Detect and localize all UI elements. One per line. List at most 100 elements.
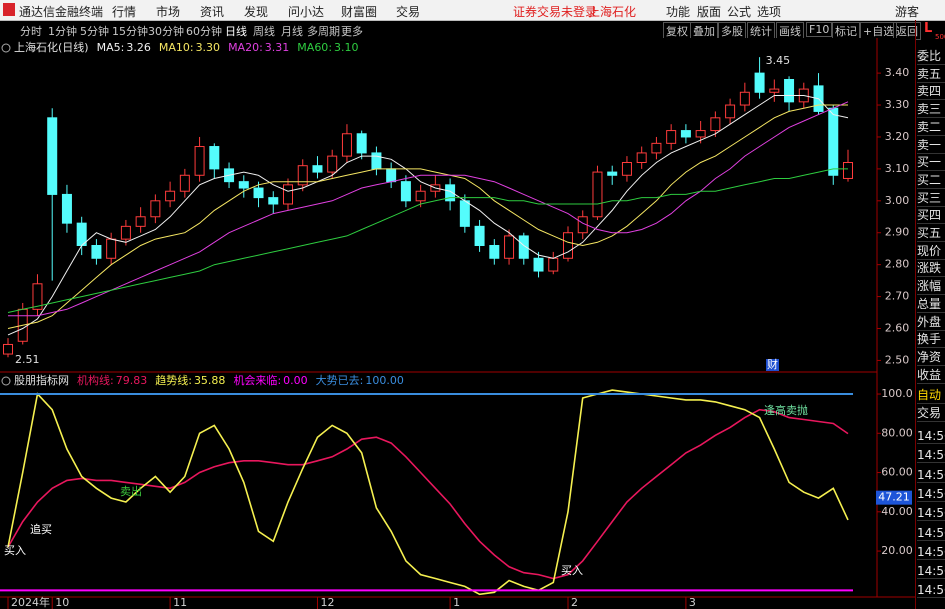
candle-body: [636, 152, 647, 164]
annotation: 逢高卖抛: [764, 403, 808, 417]
menu-item[interactable]: 发现: [244, 5, 269, 19]
menu-item[interactable]: 资讯: [200, 5, 225, 19]
candle-body: [356, 133, 367, 154]
event-box: [766, 359, 779, 371]
legend-name: 趋势线: [155, 373, 188, 387]
tool-button[interactable]: F10: [806, 22, 833, 37]
series-line: [7, 104, 848, 329]
menu-item[interactable]: 行情: [112, 5, 137, 19]
menu-item[interactable]: 财富圈: [341, 5, 378, 19]
quote-row: 卖四: [917, 82, 945, 101]
menu-item[interactable]: 问小达: [288, 5, 325, 19]
menu-item[interactable]: 选项: [757, 5, 782, 19]
candle-body: [371, 152, 382, 170]
legend-value: 3.30: [196, 41, 221, 54]
candle-body: [135, 216, 146, 227]
x-tick-label: 3: [689, 596, 696, 609]
candle-body: [695, 130, 706, 138]
user[interactable]: 游客: [895, 5, 920, 19]
menu-item[interactable]: 版面: [697, 5, 722, 19]
period-button[interactable]: 60分钟: [186, 25, 222, 38]
quote-row: 买一: [917, 153, 945, 172]
candle-body: [194, 146, 205, 176]
legend-value: 3.26: [126, 41, 151, 54]
candle-body: [489, 245, 500, 259]
candle-body: [386, 168, 397, 183]
candle-body: [459, 200, 470, 227]
legend-value: 3.10: [334, 41, 359, 54]
candle-body: [592, 171, 603, 218]
period-button[interactable]: 月线: [281, 25, 303, 38]
candle-body: [47, 117, 58, 195]
quote-row: 换手: [917, 330, 945, 349]
legend-separator: :: [328, 41, 332, 54]
annotation: 买入: [4, 544, 26, 557]
series-line: [7, 408, 849, 580]
legend-name: 机构线: [77, 373, 110, 387]
legend-value: 100.00: [365, 374, 404, 387]
quote-row: 卖二: [917, 118, 945, 136]
period-button[interactable]: 日线: [225, 25, 247, 38]
logo: [3, 3, 15, 16]
trade-time: 14:56: [917, 448, 945, 464]
menu-item[interactable]: 市场: [156, 5, 181, 19]
y-tick-label: 2.70: [885, 290, 910, 303]
candle-body: [32, 283, 43, 310]
x-tick-label: 2024年: [11, 595, 50, 609]
quote-row: 涨幅: [917, 277, 945, 296]
candle-body: [784, 79, 795, 103]
candle-body: [327, 155, 338, 173]
period-button[interactable]: 周线: [253, 25, 275, 38]
cursor-label: 47.21: [878, 491, 910, 504]
series-line: [7, 95, 849, 336]
candle-body: [179, 174, 190, 192]
annotation: 卖出: [120, 484, 142, 498]
y-tick-label: 3.30: [885, 98, 910, 111]
candle-body: [150, 200, 161, 218]
quote-row: 卖三: [917, 100, 945, 119]
period-button[interactable]: 多周期: [307, 25, 340, 38]
series-line: [7, 168, 848, 313]
menu-item[interactable]: 公式: [727, 5, 752, 19]
trade-time: 14:56: [917, 429, 945, 444]
legend-name: 大势已去: [316, 373, 360, 387]
x-tick-label: 12: [320, 596, 334, 609]
legend-value: 79.83: [116, 374, 148, 387]
period-button[interactable]: 更多: [341, 25, 363, 38]
login-notice[interactable]: 证券交易未登录: [513, 5, 598, 19]
candle-body: [283, 184, 293, 205]
y-tick-label: 100.0: [881, 387, 913, 400]
y-tick-label: 3.10: [885, 162, 910, 175]
period-button[interactable]: 1分钟: [48, 25, 77, 38]
legend-name: MA60: [297, 41, 328, 54]
candle-body: [445, 184, 456, 202]
x-tick-label: 2: [571, 596, 578, 609]
candle-body: [253, 187, 264, 199]
menu-item[interactable]: 功能: [666, 5, 691, 19]
trade-time: 14:56: [917, 487, 945, 502]
trade-time: 14:56: [917, 583, 945, 599]
brand: 通达信金融终端: [19, 5, 104, 19]
period-button[interactable]: 30分钟: [148, 25, 184, 38]
quote-row: 委比: [917, 47, 945, 65]
legend-name: MA20: [228, 41, 259, 54]
max-label: 3.45: [766, 54, 791, 67]
period-button[interactable]: 5分钟: [80, 25, 109, 38]
trade-row: 自动: [917, 386, 945, 404]
period-button[interactable]: 分时: [20, 25, 42, 38]
candle-body: [400, 181, 411, 202]
candle-body: [563, 232, 573, 259]
menu-item[interactable]: 交易: [396, 5, 421, 19]
quote-row: 买三: [917, 189, 945, 207]
candle-body: [651, 142, 662, 154]
stock-name: 上海石化: [588, 5, 637, 19]
y-tick-label: 60.00: [881, 466, 913, 479]
trade-row: 交易: [917, 404, 945, 422]
candle-body: [769, 88, 780, 93]
legend-value: 35.88: [194, 374, 226, 387]
period-button[interactable]: 15分钟: [112, 25, 148, 38]
candle-body: [238, 181, 249, 189]
y-tick-label: 2.80: [885, 258, 910, 271]
legend-title: 股朋指标网: [14, 373, 69, 387]
